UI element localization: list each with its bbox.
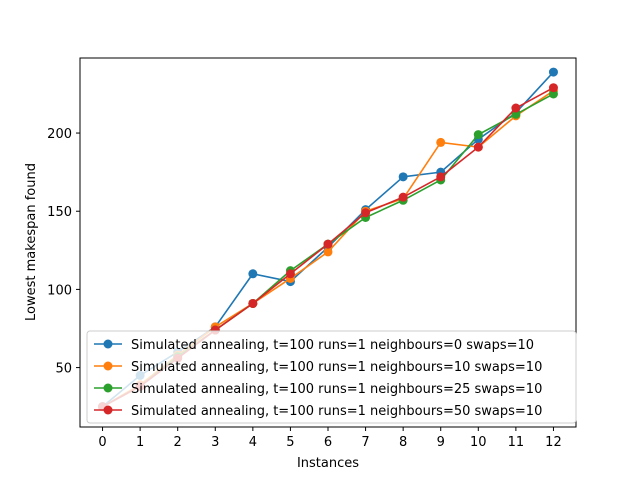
x-tick-label: 8 — [399, 435, 407, 450]
x-tick-label: 3 — [211, 435, 219, 450]
y-axis-label: Lowest makespan found — [24, 163, 39, 321]
data-point — [473, 142, 483, 152]
data-point — [323, 239, 333, 249]
data-point — [398, 192, 408, 202]
y-tick-label: 50 — [55, 362, 72, 377]
data-point — [548, 83, 558, 93]
legend-item: Simulated annealing, t=100 runs=1 neighb… — [94, 404, 542, 419]
x-tick-label: 1 — [136, 435, 144, 450]
x-axis-label: Instances — [297, 456, 359, 471]
data-point — [436, 172, 446, 182]
data-point — [248, 269, 258, 279]
y-tick-label: 150 — [47, 205, 72, 220]
data-point — [548, 89, 558, 99]
data-point — [248, 298, 258, 308]
x-tick-label: 9 — [437, 435, 445, 450]
x-tick-label: 4 — [249, 435, 257, 450]
legend-label: Simulated annealing, t=100 runs=1 neighb… — [131, 404, 542, 419]
x-tick-label: 0 — [98, 435, 106, 450]
legend-marker — [103, 405, 113, 415]
data-point — [511, 103, 521, 113]
x-tick-label: 11 — [508, 435, 525, 450]
data-point — [511, 109, 521, 119]
data-point — [398, 172, 408, 182]
data-point — [473, 130, 483, 140]
data-point — [548, 67, 558, 77]
legend-marker — [103, 383, 113, 393]
legend-item: Simulated annealing, t=100 runs=1 neighb… — [94, 338, 534, 353]
data-point — [323, 247, 333, 257]
x-tick-label: 7 — [361, 435, 369, 450]
legend: Simulated annealing, t=100 runs=1 neighb… — [86, 330, 577, 424]
y-axis-ticks: 50 100 150 200 — [47, 127, 80, 377]
y-tick-label: 100 — [47, 283, 72, 298]
data-point — [361, 208, 371, 218]
legend-marker — [103, 339, 113, 349]
legend-box — [86, 330, 577, 424]
x-tick-label: 12 — [545, 435, 562, 450]
x-tick-label: 6 — [324, 435, 332, 450]
data-point — [436, 137, 446, 147]
legend-marker — [103, 361, 113, 371]
legend-label: Simulated annealing, t=100 runs=1 neighb… — [131, 382, 542, 397]
x-axis-ticks: 0 1 2 3 4 5 6 7 8 9 10 11 12 — [98, 427, 562, 450]
legend-label: Simulated annealing, t=100 runs=1 neighb… — [131, 360, 542, 375]
y-tick-label: 200 — [47, 127, 72, 142]
x-tick-label: 5 — [286, 435, 294, 450]
legend-item: Simulated annealing, t=100 runs=1 neighb… — [94, 382, 542, 397]
x-tick-label: 2 — [174, 435, 182, 450]
x-tick-label: 10 — [470, 435, 487, 450]
legend-item: Simulated annealing, t=100 runs=1 neighb… — [94, 360, 542, 375]
data-point — [285, 269, 295, 279]
legend-label: Simulated annealing, t=100 runs=1 neighb… — [131, 338, 534, 353]
